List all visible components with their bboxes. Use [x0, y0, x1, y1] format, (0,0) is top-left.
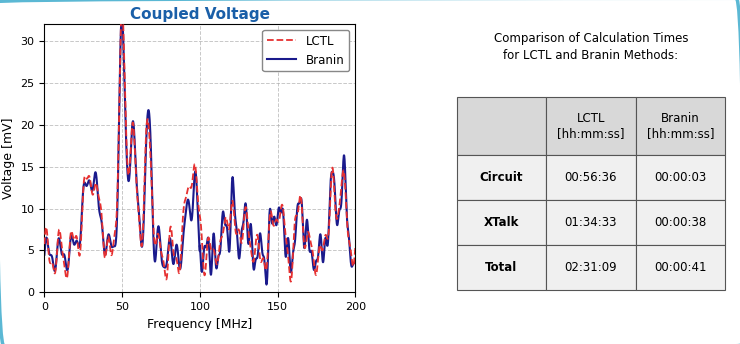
X-axis label: Frequency [MHz]: Frequency [MHz]: [147, 318, 252, 331]
Branin: [262, 282, 271, 287]
LCTL: [118, 4, 127, 8]
LCTL: [342, 212, 351, 216]
LCTL: [351, 246, 360, 250]
LCTL: [286, 280, 295, 284]
LCTL: [183, 189, 192, 193]
Y-axis label: Voltage [mV]: Voltage [mV]: [2, 118, 15, 199]
Line: LCTL: LCTL: [44, 6, 355, 282]
Branin: [183, 198, 192, 203]
Title: Coupled Voltage: Coupled Voltage: [130, 7, 270, 22]
Text: Comparison of Calculation Times
for LCTL and Branin Methods:: Comparison of Calculation Times for LCTL…: [494, 32, 688, 62]
Branin: [351, 257, 360, 261]
Legend: LCTL, Branin: LCTL, Branin: [262, 30, 349, 71]
LCTL: [285, 269, 294, 273]
Line: Branin: Branin: [44, 16, 355, 284]
Branin: [342, 209, 351, 213]
LCTL: [191, 167, 200, 171]
LCTL: [342, 209, 351, 213]
Branin: [40, 252, 49, 257]
LCTL: [40, 242, 49, 246]
Branin: [285, 254, 294, 258]
Branin: [191, 171, 200, 175]
Branin: [342, 205, 351, 209]
Branin: [56, 243, 64, 247]
LCTL: [56, 232, 64, 236]
Branin: [118, 14, 127, 18]
